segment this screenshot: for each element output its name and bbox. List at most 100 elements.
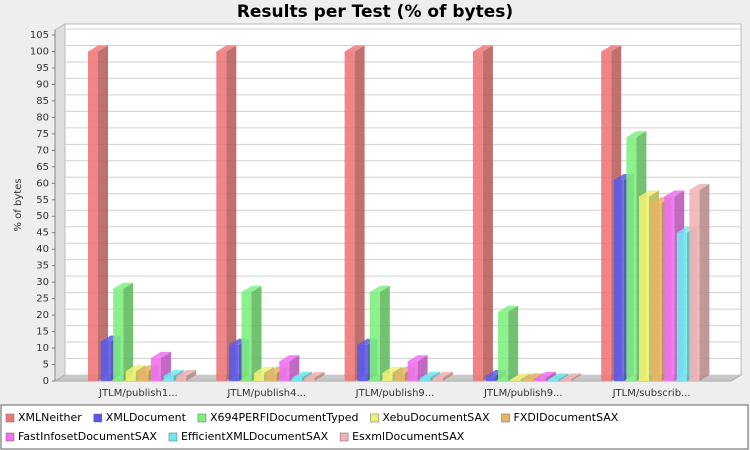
y-tick-label: 75 [36,129,49,140]
bar-top [472,45,493,52]
bar [266,372,277,381]
x-tick-label: JTLM/publish9... [355,388,435,399]
bar [369,292,380,381]
y-tick-label: 80 [36,112,49,123]
bar [344,51,355,381]
bar-top [626,131,647,138]
bar-side-shade [558,373,569,381]
bar-top [369,286,390,293]
bar [664,196,675,381]
legend-item: FXDIDocumentSAX [501,411,619,424]
y-tick-label: 10 [36,343,49,354]
legend-swatch [197,413,207,423]
y-tick-label: 40 [36,244,49,255]
bar-top [382,366,403,373]
bar-side [482,45,493,381]
x-tick-label: JTLM/publish9... [483,388,563,399]
bar [291,377,302,381]
y-tick-label: 70 [36,145,49,156]
legend [0,404,749,450]
bar [254,372,265,381]
y-tick-label: 15 [36,327,49,338]
bar [639,196,649,381]
bar-side [251,286,262,381]
bar-top [510,373,531,380]
bar-side [186,370,197,381]
bar-side [508,305,519,381]
chart-title: Results per Test (% of bytes) [237,2,513,22]
bar [535,377,546,381]
bar-side [558,373,569,381]
legend-label: FastInfosetDocumentSAX [18,430,157,443]
legend-item: EsxmlDocumentSAX [339,430,465,443]
bar [523,379,534,381]
bar [432,377,443,381]
bar [163,376,174,381]
x-tick-label: JTLM/subscrib... [612,388,691,399]
bar-top [216,45,237,52]
legend-label: XMLNeither [18,411,82,424]
y-tick-label: 50 [36,211,49,222]
legend-label: XMLDocument [106,411,187,424]
bar [561,379,572,381]
bar-top [548,373,569,380]
bar [689,189,700,381]
legend-item: XMLDocument [93,411,187,424]
left-wall [54,23,66,382]
bar-side-shade [289,355,300,381]
legend-item: EfficientXMLDocumentSAX [168,430,329,443]
bar-top [88,45,108,52]
bar-top [601,45,622,52]
bar-side [226,45,237,381]
legend-label: XebuDocumentSAX [383,411,490,424]
y-tick-label: 5 [43,360,49,371]
bar [601,51,612,381]
legend-swatch [501,413,510,423]
bar-side [442,371,453,381]
bar-side-shade [699,183,710,381]
bar-side [98,45,108,381]
y-tick-label: 30 [36,277,49,288]
y-tick-label: 60 [36,178,49,189]
bar-side [699,183,710,381]
bar-side [123,282,134,381]
bar-side-shade [123,282,134,381]
bar [113,288,124,381]
bar-side-shade [354,45,365,381]
bar [395,372,405,381]
bar-side-shade [520,373,531,381]
legend-item: XMLNeither [5,411,82,424]
bar [498,311,509,381]
bar [138,371,149,381]
bar-top [241,286,262,293]
bar [382,372,393,381]
bar [100,341,111,381]
bar-side [417,355,428,381]
bar-top [163,370,184,377]
bar-side [314,371,325,381]
y-tick-label: 55 [36,195,49,206]
y-tick-label: 95 [36,63,49,74]
y-tick-label: 25 [36,294,49,305]
legend-items: XMLNeither XMLDocument X694PERFIDocumentTy… [5,411,619,443]
bar-side-shade [251,286,262,381]
y-tick-label: 90 [36,79,49,90]
bar [548,379,559,381]
bar-top [151,351,171,358]
x-tick-label: JTLM/publish1... [98,388,178,399]
bar [510,379,521,381]
legend-label: X694PERFIDocumentTyped [210,411,359,424]
legend-item: FastInfosetDocumentSAX [5,430,157,443]
bar-side-shade [314,371,325,381]
bar [216,51,227,381]
bar [125,371,136,381]
legend-label: EsxmlDocumentSAX [352,430,465,443]
bar [407,361,418,381]
bar [651,203,662,381]
bar [626,137,637,381]
bar-side-shade [379,286,390,381]
bar-top [176,370,197,377]
bar-side-shade [98,45,108,381]
bar-side-shade [226,45,237,381]
y-tick-label: 100 [30,46,49,57]
